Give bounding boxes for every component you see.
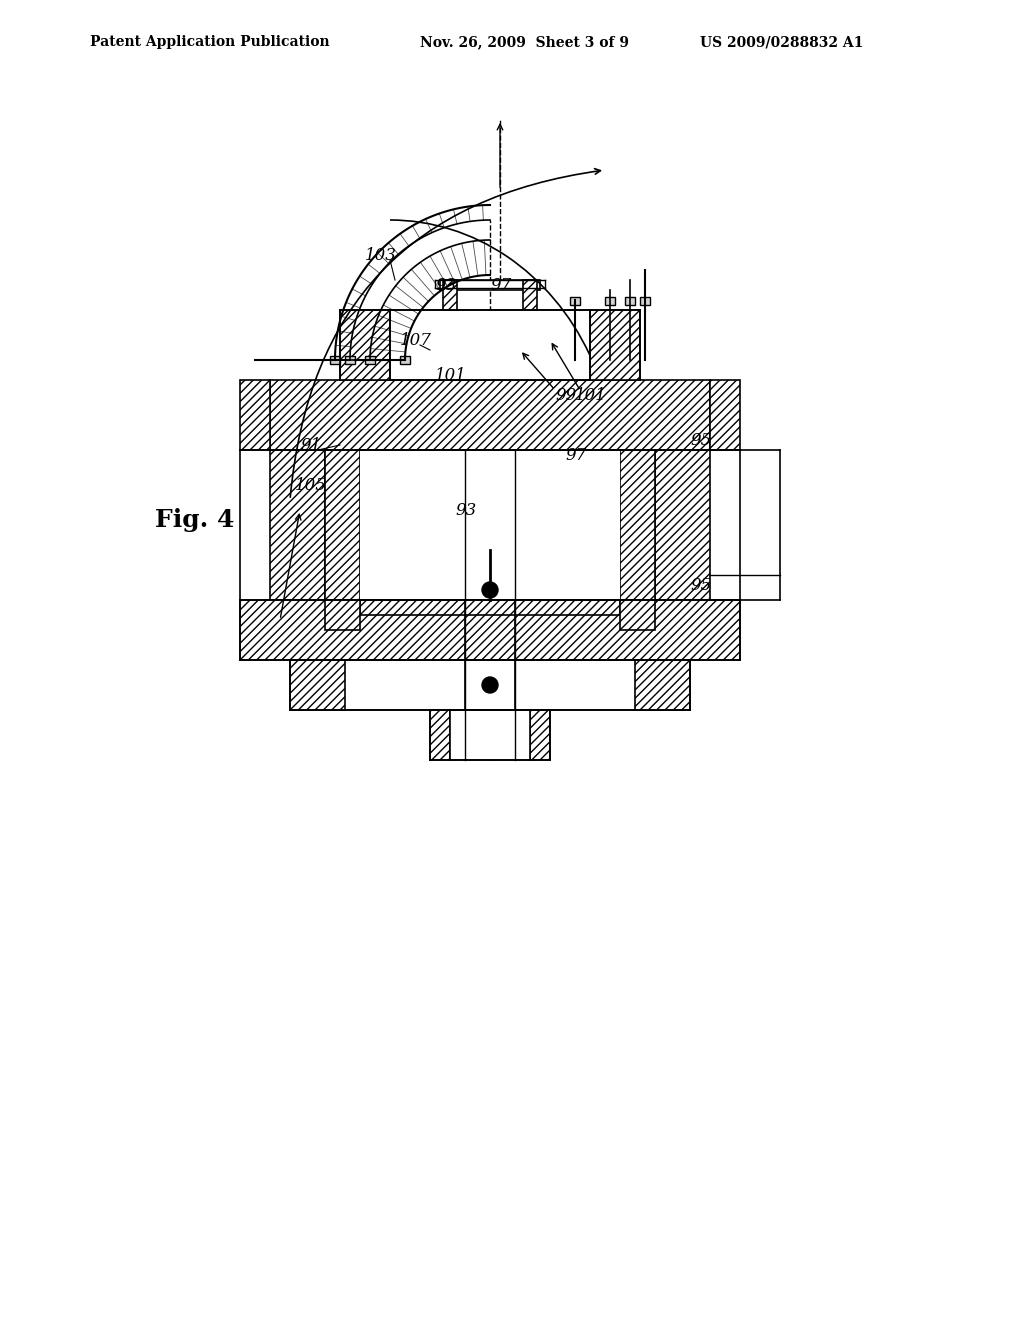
Bar (525, 280, 535, 310)
Bar (360, 601, 620, 615)
Bar (345, 356, 355, 364)
Bar (365, 356, 375, 364)
Bar (340, 310, 390, 380)
Bar (620, 450, 655, 601)
Text: Nov. 26, 2009  Sheet 3 of 9: Nov. 26, 2009 Sheet 3 of 9 (420, 36, 629, 49)
Text: 91: 91 (300, 437, 322, 454)
Bar (625, 297, 635, 305)
Bar (325, 601, 360, 630)
Bar (570, 297, 580, 305)
Bar (240, 601, 740, 660)
Bar (445, 280, 455, 310)
Bar (590, 310, 640, 380)
Bar (620, 601, 655, 630)
Text: 93: 93 (435, 277, 457, 294)
Bar (605, 297, 615, 305)
Text: 93: 93 (455, 502, 476, 519)
Text: 97: 97 (490, 277, 511, 294)
Circle shape (482, 582, 498, 598)
Bar (450, 710, 530, 760)
Circle shape (482, 677, 498, 693)
Bar (635, 660, 690, 710)
Text: 95: 95 (690, 577, 712, 594)
Bar (710, 380, 740, 450)
Text: Fig. 4: Fig. 4 (155, 508, 234, 532)
Bar (530, 710, 550, 760)
Bar (655, 450, 710, 601)
Text: 103: 103 (365, 247, 397, 264)
Text: 99: 99 (555, 387, 577, 404)
Bar (240, 380, 270, 450)
Bar (390, 310, 590, 380)
Bar (270, 380, 710, 450)
Bar (360, 450, 620, 601)
Text: 101: 101 (435, 367, 467, 384)
Bar (290, 660, 690, 710)
Bar (440, 280, 540, 290)
Text: 101: 101 (575, 387, 607, 404)
Bar (270, 450, 325, 601)
Text: US 2009/0288832 A1: US 2009/0288832 A1 (700, 36, 863, 49)
Bar (523, 280, 537, 310)
Bar (443, 280, 457, 310)
Text: 107: 107 (400, 333, 432, 348)
Bar (430, 710, 450, 760)
Text: 95: 95 (690, 432, 712, 449)
Text: 105: 105 (295, 477, 327, 494)
Bar (330, 356, 340, 364)
Bar (290, 660, 345, 710)
Bar (640, 297, 650, 305)
Bar (400, 356, 410, 364)
Bar (325, 450, 360, 601)
Text: 97: 97 (565, 447, 587, 465)
Text: Patent Application Publication: Patent Application Publication (90, 36, 330, 49)
